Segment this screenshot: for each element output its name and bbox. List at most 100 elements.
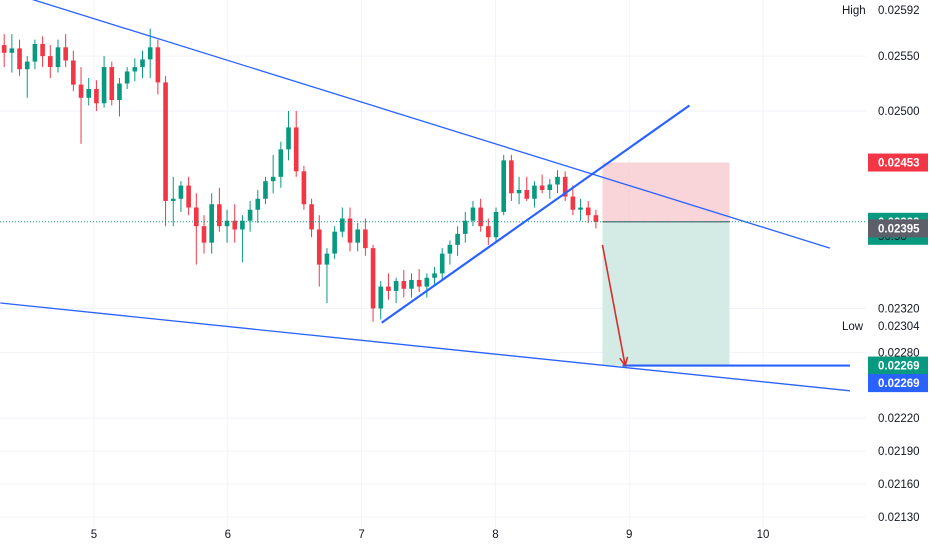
candle-body: [416, 279, 422, 287]
candle: [94, 80, 99, 111]
candle-body: [1, 45, 7, 53]
candle-body: [516, 189, 522, 194]
candle-body: [332, 231, 337, 254]
candle-body: [316, 229, 322, 265]
price-tags: High0.02592Low0.023040.0239956:580.02453…: [838, 1, 928, 393]
candle-body: [240, 220, 245, 230]
take-profit-zone: [602, 221, 730, 366]
candle-body: [178, 185, 184, 199]
candle-body: [509, 160, 514, 194]
candle: [316, 215, 322, 287]
rising-support-line: [381, 104, 691, 324]
candle: [124, 67, 130, 90]
down-arrow-icon: [601, 244, 626, 366]
candle-body: [386, 286, 391, 291]
candle: [155, 39, 161, 95]
candle-body: [486, 226, 491, 238]
price-tick-label: 0.02190: [878, 446, 920, 458]
high-marker-label: High: [842, 5, 866, 17]
candle-body: [355, 229, 360, 243]
last-close-tag-value: 0.02395: [878, 223, 920, 235]
candle: [263, 176, 268, 205]
candle-body: [32, 44, 38, 62]
candle: [178, 181, 184, 212]
candle-body: [439, 253, 445, 274]
price-tick-label: 0.02280: [878, 347, 920, 359]
candle-body: [278, 149, 284, 177]
candle-body: [347, 218, 353, 243]
time-tick-label: 7: [358, 529, 364, 541]
candle: [340, 207, 345, 238]
high-marker-value: 0.02592: [878, 5, 920, 17]
candle: [585, 200, 591, 223]
candle-body: [432, 273, 437, 278]
candle-body: [132, 67, 138, 72]
price-axis-labels: 0.02550 0.02500 0.02320 0.02280 0.02220 0.021…: [878, 51, 920, 524]
candle-body: [147, 47, 153, 60]
candle-body: [378, 286, 384, 309]
target-tag: 0.02269: [868, 356, 928, 375]
candle-body: [124, 71, 130, 84]
candle: [209, 193, 214, 254]
candle: [593, 209, 599, 229]
candle-body: [209, 204, 214, 243]
candle: [432, 266, 437, 287]
price-tick-label: 0.02550: [878, 51, 920, 63]
price-tick-label: 0.02320: [878, 303, 920, 315]
position-zones: [602, 162, 730, 366]
candle: [470, 200, 476, 227]
candle: [132, 58, 138, 82]
candle-body: [447, 244, 453, 254]
candle: [447, 240, 453, 265]
candle-body: [55, 47, 61, 68]
candle: [409, 273, 414, 298]
candle: [163, 75, 168, 227]
candle: [332, 226, 337, 260]
candle: [194, 193, 199, 265]
candle-body: [324, 253, 330, 265]
candle-body: [224, 220, 230, 227]
candle: [401, 270, 407, 298]
low-marker-value: 0.02304: [878, 321, 920, 333]
high-marker: High 0.02592: [838, 1, 928, 19]
candle: [270, 154, 276, 194]
candle: [462, 211, 468, 243]
candle: [439, 248, 445, 282]
candle-body: [539, 185, 545, 190]
time-tick-label: 8: [492, 529, 498, 541]
candle: [217, 187, 222, 232]
candle-body: [217, 204, 222, 227]
candle-body: [263, 181, 268, 199]
candle: [324, 248, 330, 304]
candle-body: [86, 89, 92, 98]
candle: [386, 273, 391, 300]
candle: [547, 179, 553, 199]
target-tag-value: 0.02269: [878, 361, 920, 373]
candle-body: [270, 176, 276, 182]
candle: [32, 39, 38, 70]
candle-body: [578, 207, 583, 210]
time-axis[interactable]: 5 6 7 8 9 10: [91, 529, 770, 541]
candle: [486, 218, 491, 245]
candle-body: [140, 59, 145, 68]
candle-body: [163, 82, 168, 201]
candle: [147, 28, 153, 79]
candle: [516, 176, 522, 205]
candle: [109, 61, 115, 106]
candle: [286, 110, 291, 161]
candle-body: [393, 281, 399, 291]
price-tick-label: 0.02130: [878, 512, 920, 524]
last-close-tag-box: [868, 219, 928, 238]
candle-body: [17, 48, 22, 70]
candle-body: [286, 127, 291, 150]
candle: [186, 176, 191, 216]
price-tick-label: 0.02160: [878, 479, 920, 491]
candle-body: [363, 229, 368, 249]
candle: [40, 36, 45, 68]
candle: [478, 198, 483, 232]
stop-loss-zone: [602, 162, 730, 222]
candle-body: [470, 207, 476, 221]
time-tick-label: 10: [757, 529, 770, 541]
candle: [555, 170, 560, 194]
